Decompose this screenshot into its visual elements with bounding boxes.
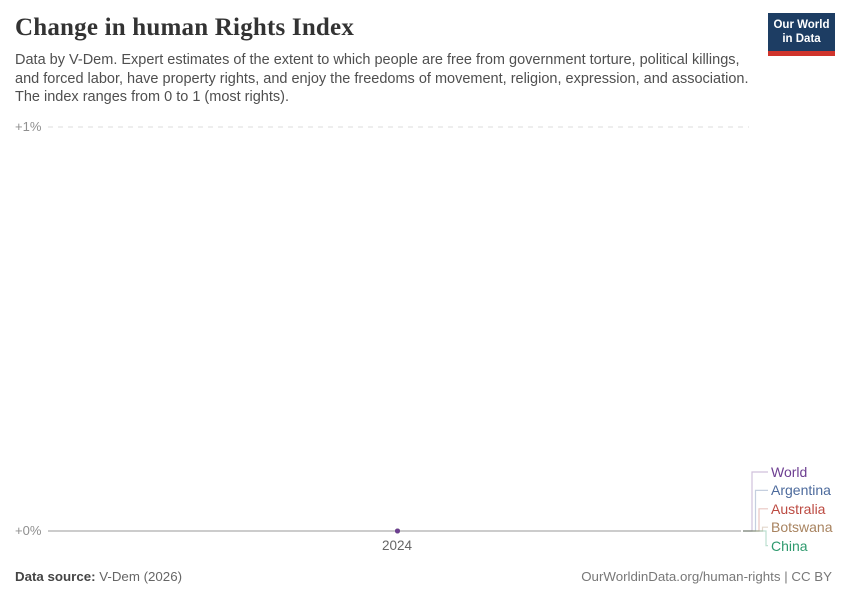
legend-connector-botswana (743, 526, 768, 532)
chart-subtitle: Data by V-Dem. Expert estimates of the e… (15, 52, 749, 105)
owid-logo-text: Our World in Data (768, 13, 835, 51)
y-axis-label-bottom: +0% (15, 523, 42, 538)
legend-label-china[interactable]: China (771, 537, 808, 554)
data-source-value: V-Dem (2026) (95, 569, 183, 584)
legend-label-world[interactable]: World (771, 464, 808, 480)
legend-label-botswana[interactable]: Botswana (771, 519, 833, 536)
page-title: Change in human Rights Index (15, 14, 355, 41)
legend-connector-world (743, 471, 768, 532)
owid-logo[interactable]: Our World in Data (768, 13, 835, 56)
legend-connector-australia (743, 508, 768, 532)
data-point-world[interactable] (395, 528, 400, 534)
legend-connector-china (743, 530, 768, 547)
legend-connector-argentina (743, 489, 768, 532)
x-axis-tick-label: 2024 (381, 538, 413, 553)
footer-credit-link[interactable]: OurWorldinData.org/human-rights | CC BY (581, 569, 832, 584)
data-source: Data source: V-Dem (2026) (15, 569, 182, 584)
owid-logo-red-bar (768, 51, 835, 56)
y-axis-label-top: +1% (15, 119, 42, 134)
legend-label-argentina[interactable]: Argentina (771, 482, 831, 499)
data-source-label: Data source: (15, 569, 96, 584)
legend-label-australia[interactable]: Australia (771, 500, 826, 517)
